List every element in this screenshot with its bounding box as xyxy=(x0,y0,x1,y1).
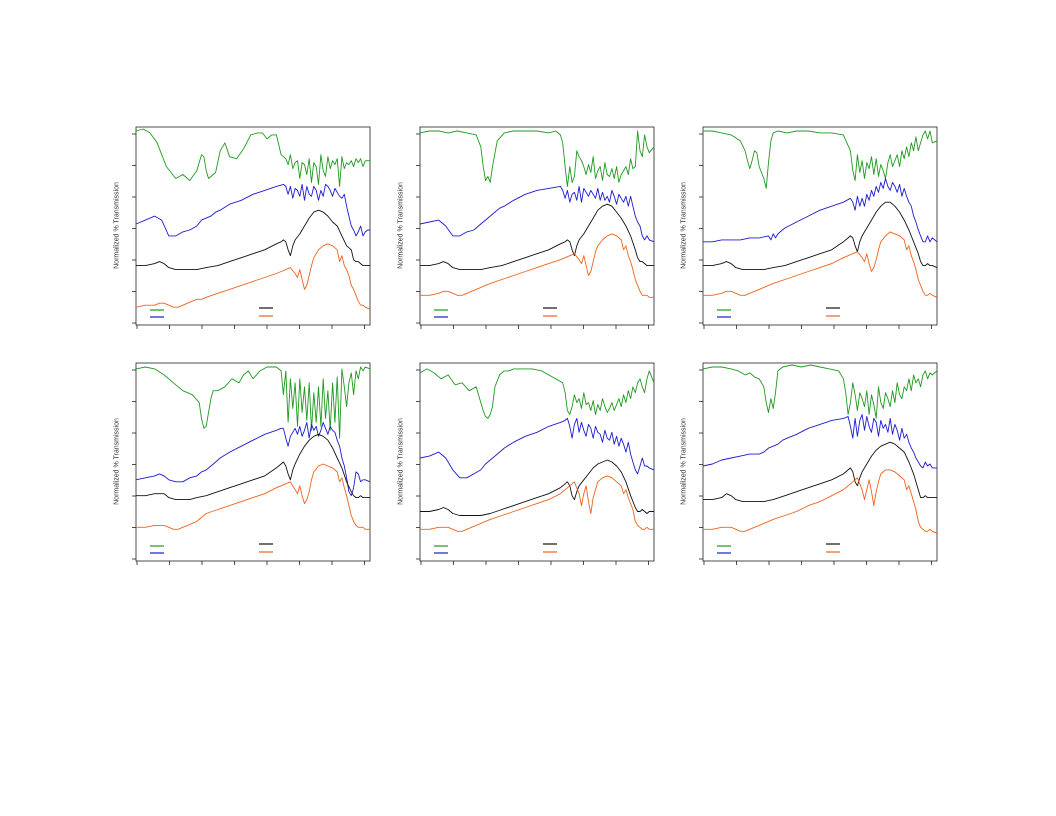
series-4-line xyxy=(703,469,938,534)
series-3-line xyxy=(420,203,654,271)
chart-panel-3: Normalized % Transmission xyxy=(671,122,951,336)
series-4-line xyxy=(420,233,654,298)
series-2-line xyxy=(135,421,371,497)
chart-3-svg xyxy=(699,126,938,329)
y-axis-label: Normalized % Transmission xyxy=(680,182,688,269)
chart-5-svg xyxy=(416,362,655,565)
series-2-line xyxy=(703,178,938,243)
chart-panel-2: Normalized % Transmission xyxy=(388,122,668,336)
series-2-line xyxy=(702,414,937,469)
plot-frame xyxy=(419,126,655,326)
y-axis-label: Normalized % Transmission xyxy=(397,418,405,505)
plot-frame xyxy=(135,126,371,326)
chart-6-svg xyxy=(699,362,938,565)
series-1-line xyxy=(135,128,370,187)
chart-1-svg xyxy=(132,126,371,329)
series-3-line xyxy=(136,433,370,501)
series-2-line xyxy=(135,183,370,237)
plot-frame xyxy=(135,362,371,562)
series-3-line xyxy=(703,441,937,503)
y-axis-label: Normalized % Transmission xyxy=(113,418,121,505)
y-axis-label: Normalized % Transmission xyxy=(680,418,688,505)
series-4-line xyxy=(135,243,371,310)
chart-4-svg xyxy=(132,362,371,565)
series-1-line xyxy=(419,130,655,187)
series-3-line xyxy=(136,209,370,271)
series-2-line xyxy=(419,417,655,479)
series-1-line xyxy=(135,366,371,439)
plot-frame xyxy=(419,362,655,562)
series-4-line xyxy=(136,463,370,530)
chart-panel-1: Normalized % Transmission xyxy=(104,122,384,336)
series-4-line xyxy=(703,231,938,298)
series-1-line xyxy=(703,130,938,189)
y-axis-label: Normalized % Transmission xyxy=(397,182,405,269)
chart-panel-5: Normalized % Transmission xyxy=(388,358,668,572)
series-3-line xyxy=(420,459,654,516)
series-2-line xyxy=(419,185,655,243)
series-1-line xyxy=(702,364,938,419)
chart-2-svg xyxy=(416,126,655,329)
chart-panel-6: Normalized % Transmission xyxy=(671,358,951,572)
series-1-line xyxy=(419,368,655,419)
chart-panel-4: Normalized % Transmission xyxy=(104,358,384,572)
plot-frame xyxy=(702,126,938,326)
y-axis-label: Normalized % Transmission xyxy=(113,182,121,269)
series-3-line xyxy=(703,201,938,271)
plot-frame xyxy=(702,362,938,562)
series-4-line xyxy=(420,475,654,532)
